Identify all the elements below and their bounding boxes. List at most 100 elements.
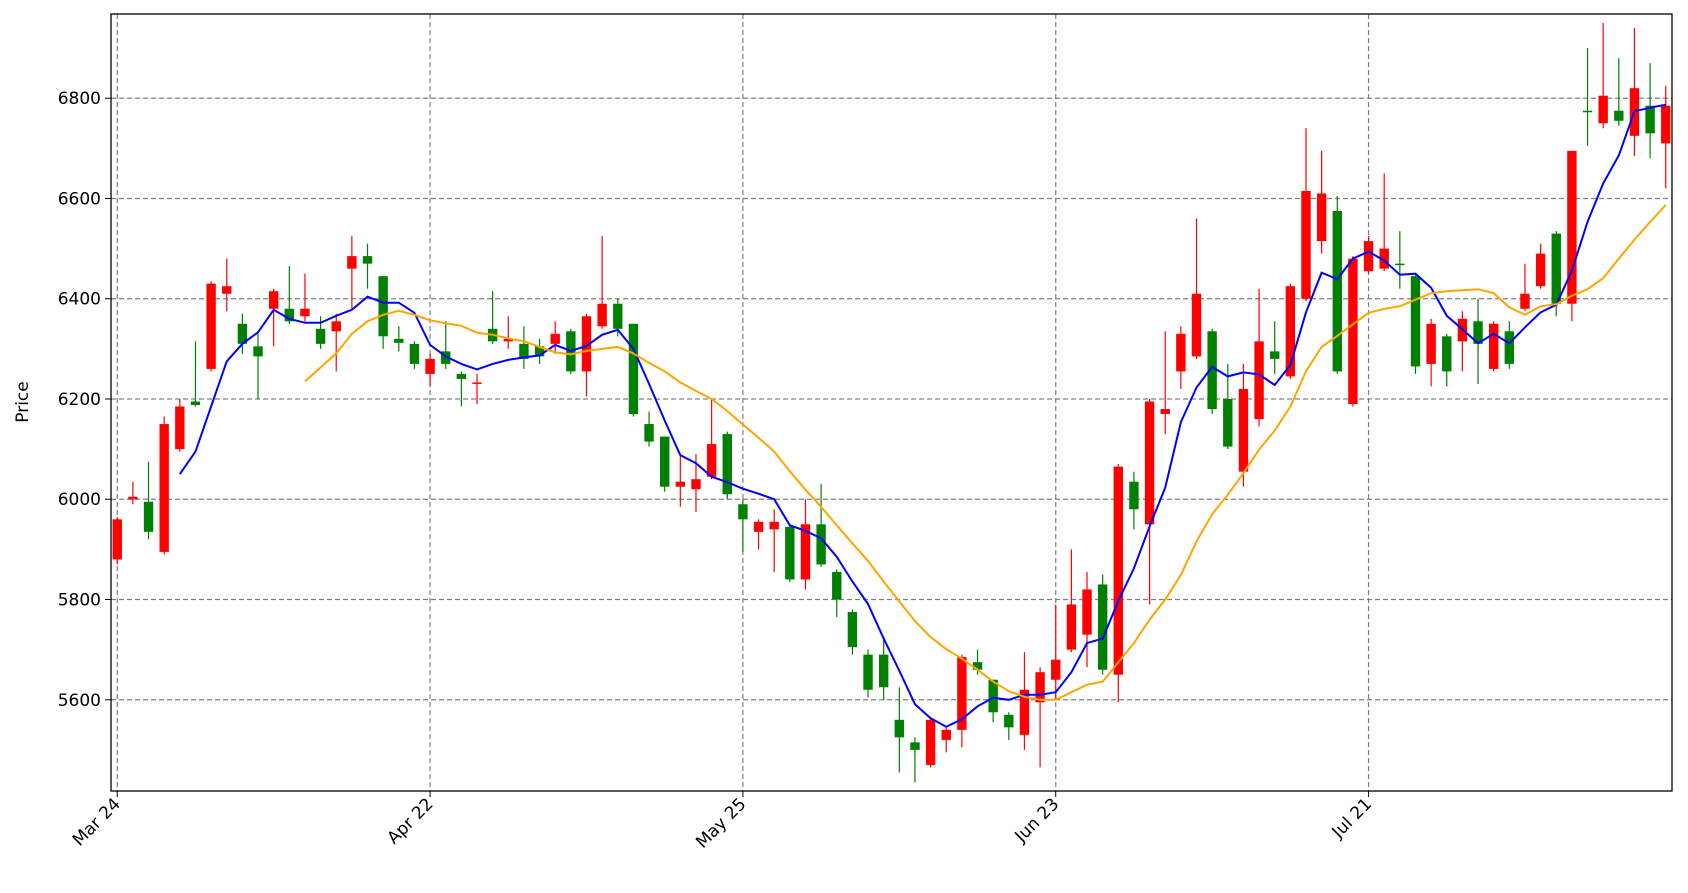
candle-body bbox=[1363, 241, 1374, 272]
candle-body bbox=[284, 308, 295, 322]
candle-body bbox=[613, 303, 623, 329]
candle-body bbox=[894, 719, 905, 738]
moving-average-line bbox=[178, 103, 1666, 728]
candle-body bbox=[347, 256, 357, 269]
y-tick-label: 6600 bbox=[58, 189, 101, 209]
candle-body bbox=[910, 742, 920, 750]
candle-body bbox=[268, 291, 279, 309]
candle-body bbox=[1504, 331, 1515, 364]
grid bbox=[111, 14, 1672, 791]
candle-body bbox=[1395, 263, 1405, 266]
candle-body bbox=[706, 444, 717, 477]
candle-body bbox=[1113, 466, 1123, 675]
candle-body bbox=[175, 406, 185, 450]
candle-body bbox=[1426, 323, 1436, 364]
candle-body bbox=[1176, 333, 1186, 372]
candle-body bbox=[1285, 286, 1296, 377]
candle-body bbox=[675, 481, 686, 487]
candle-body bbox=[1051, 659, 1061, 680]
candle-body bbox=[1316, 193, 1327, 242]
candle-body bbox=[237, 323, 248, 344]
candle-body bbox=[472, 382, 482, 384]
candle-body bbox=[581, 316, 592, 372]
candle-body bbox=[1301, 190, 1311, 299]
candle-body bbox=[785, 526, 795, 580]
candle-body bbox=[519, 343, 529, 359]
candle-body bbox=[1567, 150, 1577, 304]
candle-body bbox=[941, 729, 951, 740]
y-tick-label: 6800 bbox=[58, 89, 101, 109]
candle-body bbox=[331, 321, 341, 332]
candle-body bbox=[691, 479, 701, 490]
candle-body bbox=[409, 343, 420, 364]
candle-body bbox=[222, 286, 232, 294]
candle-body bbox=[550, 333, 560, 344]
candle-body bbox=[1488, 323, 1499, 369]
candle-body bbox=[972, 662, 983, 670]
candle-body bbox=[1473, 321, 1483, 344]
candle-body bbox=[1254, 341, 1264, 420]
candle-body bbox=[1207, 331, 1217, 410]
candle-body bbox=[769, 521, 779, 530]
candle-body bbox=[1097, 584, 1108, 670]
candle-body bbox=[957, 657, 967, 730]
candle-body bbox=[832, 571, 842, 600]
candle-body bbox=[1238, 388, 1249, 472]
candle-body bbox=[1066, 604, 1077, 650]
x-tick-label: Jun 23 bbox=[1011, 794, 1064, 847]
candle-body bbox=[878, 654, 889, 688]
candle-body bbox=[1082, 589, 1092, 635]
plot-frame bbox=[110, 13, 1673, 792]
candle-body bbox=[597, 303, 607, 327]
candle-body bbox=[315, 328, 326, 344]
candle-body bbox=[143, 501, 154, 532]
candle-body bbox=[1379, 248, 1389, 269]
candle-body bbox=[159, 424, 169, 552]
x-tick-label: Mar 24 bbox=[69, 794, 125, 850]
moving-average-line bbox=[304, 204, 1667, 701]
candle-body bbox=[644, 424, 654, 442]
candle-body bbox=[1144, 401, 1155, 525]
candle-body bbox=[988, 679, 998, 713]
candle-body bbox=[1129, 481, 1139, 510]
y-tick-label: 5600 bbox=[58, 691, 101, 711]
candle-body bbox=[1661, 105, 1671, 144]
candle-body bbox=[863, 654, 873, 690]
y-tick-label: 5800 bbox=[58, 591, 101, 611]
candle-body bbox=[1582, 110, 1593, 113]
candle-body bbox=[753, 521, 764, 532]
candle-body bbox=[1160, 409, 1170, 415]
candle-body bbox=[1223, 398, 1233, 447]
candle-body bbox=[1004, 714, 1014, 728]
candle-body bbox=[1035, 672, 1045, 703]
candle-body bbox=[534, 346, 545, 357]
candle-body bbox=[1645, 105, 1655, 134]
candle-body bbox=[206, 283, 216, 369]
candle-body bbox=[112, 519, 122, 560]
y-tick-label: 6200 bbox=[58, 390, 101, 410]
candle-body bbox=[300, 308, 310, 317]
candle-body bbox=[190, 401, 201, 406]
candle-body bbox=[847, 612, 858, 648]
candle-body bbox=[925, 719, 936, 765]
candle-body bbox=[425, 358, 435, 374]
candle-body bbox=[456, 373, 467, 379]
candle-body bbox=[503, 338, 513, 342]
y-tick-label: 6000 bbox=[58, 490, 101, 510]
candle-body bbox=[441, 351, 451, 364]
candle-body bbox=[362, 256, 373, 264]
x-tick-label: Apr 22 bbox=[384, 794, 438, 848]
y-tick-label: 6400 bbox=[58, 290, 101, 310]
candle-body bbox=[660, 436, 670, 487]
x-tick-label: May 25 bbox=[692, 794, 750, 852]
candle-body bbox=[1614, 110, 1624, 121]
x-tick-label: Jul 21 bbox=[1328, 794, 1376, 842]
y-axis-label: Price bbox=[13, 381, 33, 422]
candle-body bbox=[253, 346, 263, 357]
candle-body bbox=[1191, 293, 1202, 357]
candle-body bbox=[628, 323, 639, 415]
candle-body bbox=[800, 524, 811, 580]
candle-body bbox=[394, 338, 404, 343]
candle-body bbox=[1535, 253, 1546, 287]
